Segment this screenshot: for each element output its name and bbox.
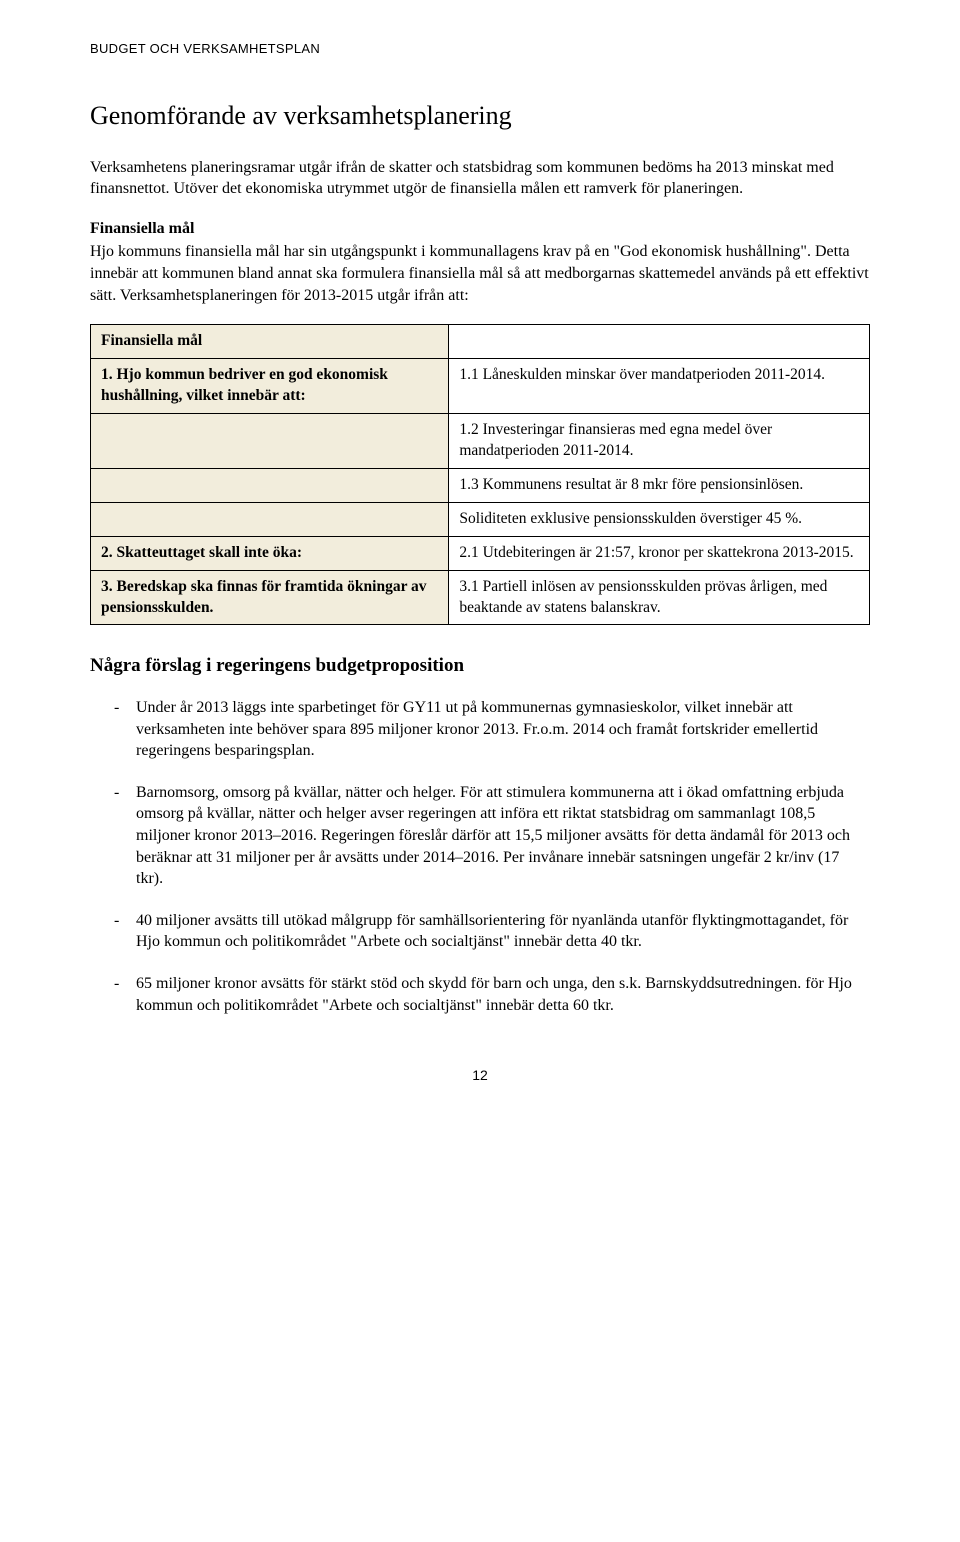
list-item: 65 miljoner kronor avsätts för stärkt st… xyxy=(114,973,870,1016)
table-cell-right: 1.2 Investeringar finansieras med egna m… xyxy=(449,413,870,468)
goal-text: 2. Skatteuttaget skall inte öka: xyxy=(101,544,302,561)
table-cell-left: 1. Hjo kommun bedriver en god ekonomisk … xyxy=(91,359,449,414)
table-cell-right: 2.1 Utdebiteringen är 21:57, kronor per … xyxy=(449,536,870,570)
table-cell-right: 3.1 Partiell inlösen av pensionsskulden … xyxy=(449,570,870,625)
table-row: 2. Skatteuttaget skall inte öka: 2.1 Utd… xyxy=(91,536,870,570)
table-row: 1.3 Kommunens resultat är 8 mkr före pen… xyxy=(91,468,870,502)
list-item: Under år 2013 läggs inte sparbetinget fö… xyxy=(114,697,870,762)
financial-goals-subheading: Finansiella mål xyxy=(90,218,870,240)
intro-paragraph-2: Hjo kommuns finansiella mål har sin utgå… xyxy=(90,241,870,306)
financial-goals-table: Finansiella mål 1. Hjo kommun bedriver e… xyxy=(90,324,870,625)
table-cell-left xyxy=(91,413,449,468)
table-cell-left xyxy=(91,502,449,536)
table-cell-left: 2. Skatteuttaget skall inte öka: xyxy=(91,536,449,570)
table-cell-right: 1.1 Låneskulden minskar över mandatperio… xyxy=(449,359,870,414)
table-cell-right: Soliditeten exklusive pensionsskulden öv… xyxy=(449,502,870,536)
proposals-heading: Några förslag i regeringens budgetpropos… xyxy=(90,653,870,679)
table-row: 1.2 Investeringar finansieras med egna m… xyxy=(91,413,870,468)
table-header-right xyxy=(449,325,870,359)
goal-text: 3. Beredskap ska finnas för framtida ökn… xyxy=(101,578,427,616)
table-header-left: Finansiella mål xyxy=(91,325,449,359)
list-item: 40 miljoner avsätts till utökad målgrupp… xyxy=(114,910,870,953)
main-heading: Genomförande av verksamhetsplanering xyxy=(90,98,870,133)
goal-text: 1. Hjo kommun bedriver en god ekonomisk … xyxy=(101,366,388,404)
page-number: 12 xyxy=(90,1066,870,1085)
table-row: 1. Hjo kommun bedriver en god ekonomisk … xyxy=(91,359,870,414)
document-header: BUDGET OCH VERKSAMHETSPLAN xyxy=(90,40,870,58)
table-row: 3. Beredskap ska finnas för framtida ökn… xyxy=(91,570,870,625)
list-item: Barnomsorg, omsorg på kvällar, nätter oc… xyxy=(114,782,870,890)
table-cell-left xyxy=(91,468,449,502)
intro-paragraph-1: Verksamhetens planeringsramar utgår ifrå… xyxy=(90,157,870,200)
table-cell-right: 1.3 Kommunens resultat är 8 mkr före pen… xyxy=(449,468,870,502)
table-cell-left: 3. Beredskap ska finnas för framtida ökn… xyxy=(91,570,449,625)
table-row: Soliditeten exklusive pensionsskulden öv… xyxy=(91,502,870,536)
proposals-list: Under år 2013 läggs inte sparbetinget fö… xyxy=(90,697,870,1016)
table-header-row: Finansiella mål xyxy=(91,325,870,359)
